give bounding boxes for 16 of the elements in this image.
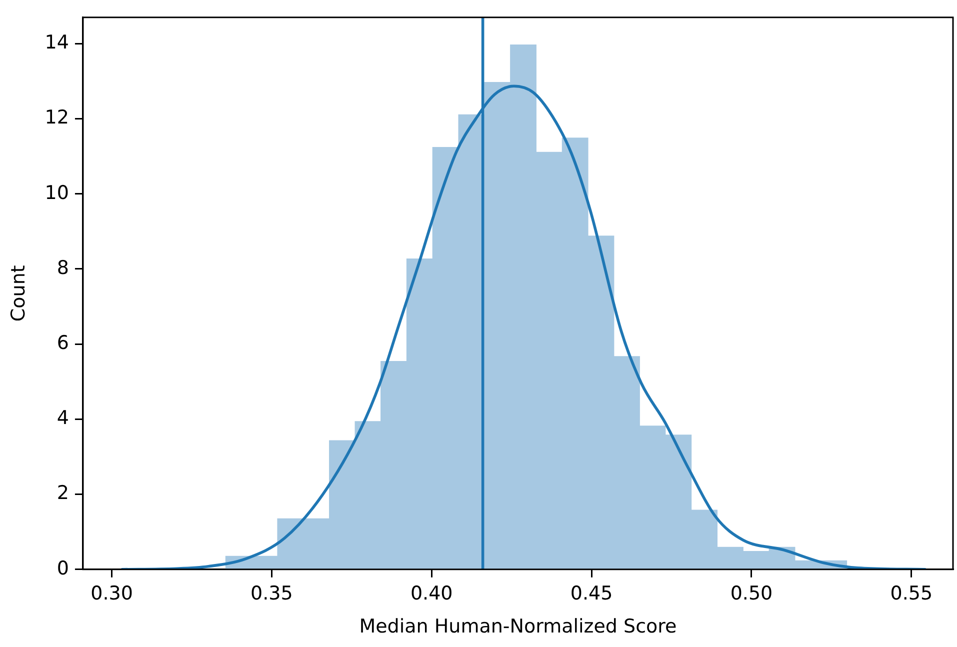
y-tick-label: 8 (56, 256, 69, 279)
x-tick-label: 0.30 (90, 582, 133, 605)
y-tick-label: 14 (44, 32, 69, 54)
y-tick-label: 10 (44, 182, 69, 204)
y-tick-label: 0 (56, 557, 69, 580)
x-tick-label: 0.45 (570, 582, 613, 605)
x-tick-label: 0.50 (730, 582, 773, 605)
y-axis-title: Count (7, 265, 30, 322)
y-tick-label: 4 (56, 407, 69, 430)
y-tick-label: 2 (56, 482, 69, 504)
x-axis-title: Median Human-Normalized Score (359, 616, 677, 638)
x-tick-label: 0.40 (410, 582, 453, 605)
y-tick-label: 12 (44, 106, 69, 129)
y-tick-label: 6 (56, 332, 69, 354)
x-tick-label: 0.55 (890, 582, 933, 605)
x-tick-label: 0.35 (250, 582, 293, 605)
